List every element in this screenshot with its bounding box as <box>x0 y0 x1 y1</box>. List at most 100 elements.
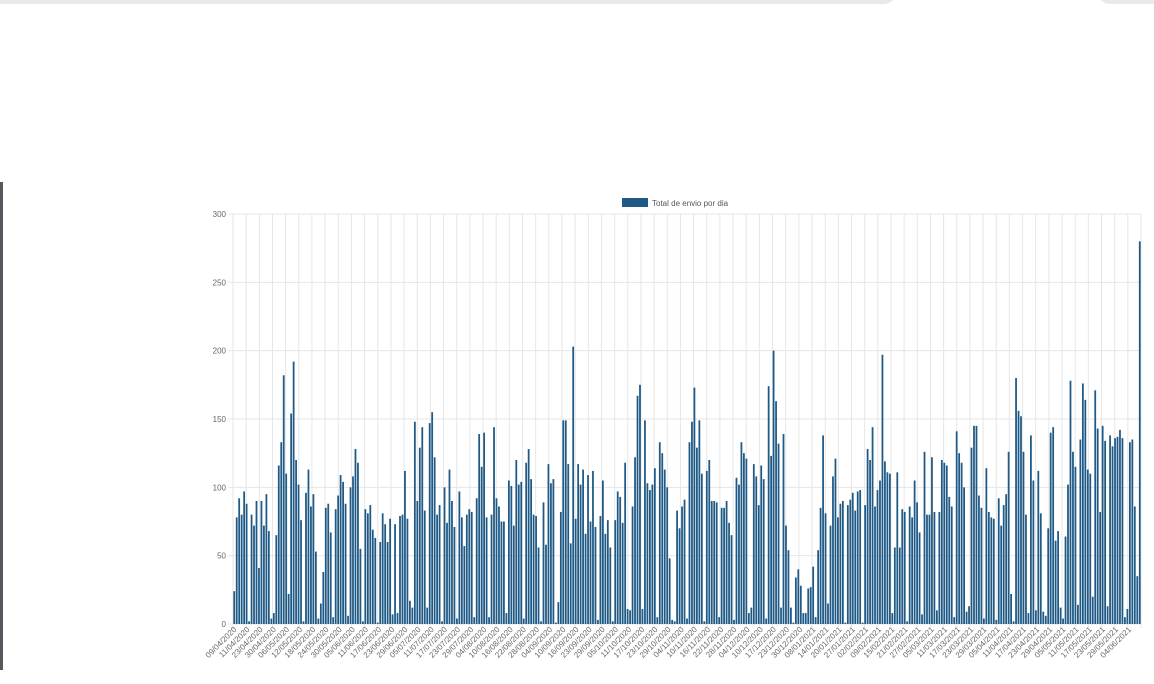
bar <box>337 495 340 624</box>
y-tick-label: 0 <box>222 620 227 629</box>
bar <box>290 413 293 624</box>
bar <box>866 449 869 624</box>
bar <box>240 514 243 624</box>
bar <box>1000 525 1003 624</box>
bar <box>507 480 510 624</box>
bar <box>624 462 627 624</box>
bar <box>456 618 458 624</box>
y-tick-label: 50 <box>217 552 226 561</box>
bar <box>500 521 503 624</box>
bar <box>260 501 263 624</box>
bar <box>1091 596 1094 624</box>
bar <box>453 526 456 624</box>
bar <box>446 522 448 624</box>
bar <box>1081 383 1084 624</box>
bar <box>705 470 708 624</box>
bar <box>327 503 330 624</box>
bar <box>399 516 401 624</box>
bar <box>1054 540 1057 624</box>
bar <box>708 460 711 624</box>
bar <box>634 457 636 624</box>
bar <box>1077 604 1079 624</box>
bar <box>918 532 921 624</box>
bar <box>302 621 305 624</box>
bar <box>599 516 602 624</box>
bar <box>448 469 451 624</box>
bar <box>978 495 980 624</box>
bar <box>510 485 513 624</box>
bar <box>730 535 733 624</box>
bar <box>992 518 995 624</box>
chart-legend[interactable]: Total de envio por dia <box>622 198 729 208</box>
bar <box>428 423 431 624</box>
bar <box>297 484 300 624</box>
bar <box>738 484 740 624</box>
bar <box>569 543 572 624</box>
bar <box>530 479 533 624</box>
bar <box>735 477 738 624</box>
y-tick-label: 300 <box>213 210 227 219</box>
y-axis: 0 50 100 150 200 250 300 <box>213 210 227 629</box>
bar <box>475 498 478 624</box>
bar <box>854 510 857 624</box>
bar <box>834 458 837 624</box>
bar <box>1114 438 1116 624</box>
bar <box>1079 439 1082 624</box>
bar <box>1111 446 1114 624</box>
bar <box>411 607 414 624</box>
bar <box>1089 473 1092 624</box>
bar <box>1010 593 1012 624</box>
bar <box>537 547 540 624</box>
bar <box>520 481 523 624</box>
bar <box>339 475 342 624</box>
bar <box>673 621 676 624</box>
bar <box>587 475 589 624</box>
bar <box>888 473 891 624</box>
bar <box>700 473 703 624</box>
bar <box>376 622 379 624</box>
bar <box>1069 380 1072 624</box>
bar <box>572 346 575 624</box>
y-tick-label: 100 <box>213 483 227 492</box>
bar <box>1032 480 1035 624</box>
bar <box>238 498 241 624</box>
bar <box>782 434 785 624</box>
bar <box>235 517 238 624</box>
bar <box>409 600 411 624</box>
bar <box>505 613 508 624</box>
bar <box>564 420 567 624</box>
bar <box>611 621 614 624</box>
bar <box>757 505 760 624</box>
chart-bars <box>233 241 1141 624</box>
y-tick-label: 250 <box>213 278 227 287</box>
bar <box>287 593 290 624</box>
bar <box>893 547 896 624</box>
x-axis: 09/04/202011/04/202023/04/202030/04/2020… <box>204 625 1134 660</box>
bar <box>985 468 988 624</box>
bar <box>1030 435 1032 624</box>
bar <box>386 542 389 624</box>
bar <box>577 464 580 624</box>
bar <box>856 491 859 624</box>
bar <box>651 484 654 624</box>
bar <box>1119 429 1121 624</box>
bar <box>626 608 629 624</box>
bar <box>483 432 486 624</box>
bar <box>275 535 278 624</box>
bar <box>609 547 612 624</box>
bar <box>750 607 753 624</box>
bar <box>406 518 409 624</box>
bar <box>535 516 537 624</box>
bar <box>352 476 354 624</box>
bar <box>300 520 302 624</box>
bar <box>525 462 528 624</box>
bar <box>1047 528 1050 624</box>
bar <box>1136 576 1139 624</box>
bar <box>1049 432 1052 624</box>
bar <box>975 425 978 624</box>
bar <box>1059 607 1062 624</box>
bar <box>517 484 520 624</box>
bar <box>661 453 664 624</box>
bar <box>646 483 649 624</box>
bar <box>849 499 852 624</box>
